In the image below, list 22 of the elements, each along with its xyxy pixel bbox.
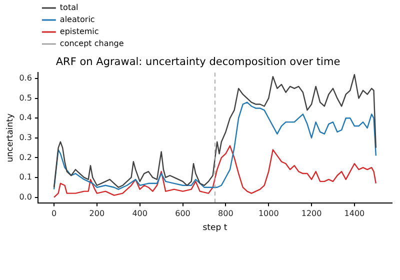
- y-tick-label: 0.2: [19, 152, 32, 162]
- y-tick-label: 0.4: [19, 113, 32, 122]
- x-tick-label: 800: [218, 209, 234, 218]
- legend-label: concept change: [60, 39, 124, 48]
- x-tick-label: 1200: [301, 209, 322, 218]
- y-tick-label: 0.6: [19, 74, 32, 83]
- legend-label: aleatoric: [60, 15, 95, 24]
- x-tick-label: 400: [132, 209, 148, 218]
- y-tick-label: 0.1: [19, 172, 32, 182]
- y-axis-title: uncertainty: [5, 113, 16, 162]
- x-tick-label: 600: [175, 209, 190, 218]
- x-tick-label: 1400: [344, 209, 365, 218]
- legend-label: total: [60, 3, 78, 12]
- legend-label: epistemic: [60, 27, 99, 36]
- x-axis-title: step t: [202, 223, 228, 234]
- y-tick-label: 0.0: [19, 192, 32, 202]
- x-tick-label: 0: [51, 209, 57, 218]
- y-tick-label: 0.5: [19, 93, 32, 102]
- y-tick-label: 0.3: [19, 132, 32, 142]
- chart-title: ARF on Agrawal: uncertainty decomposition over time: [56, 56, 340, 68]
- x-tick-label: 200: [89, 209, 105, 218]
- x-tick-label: 1000: [258, 209, 279, 218]
